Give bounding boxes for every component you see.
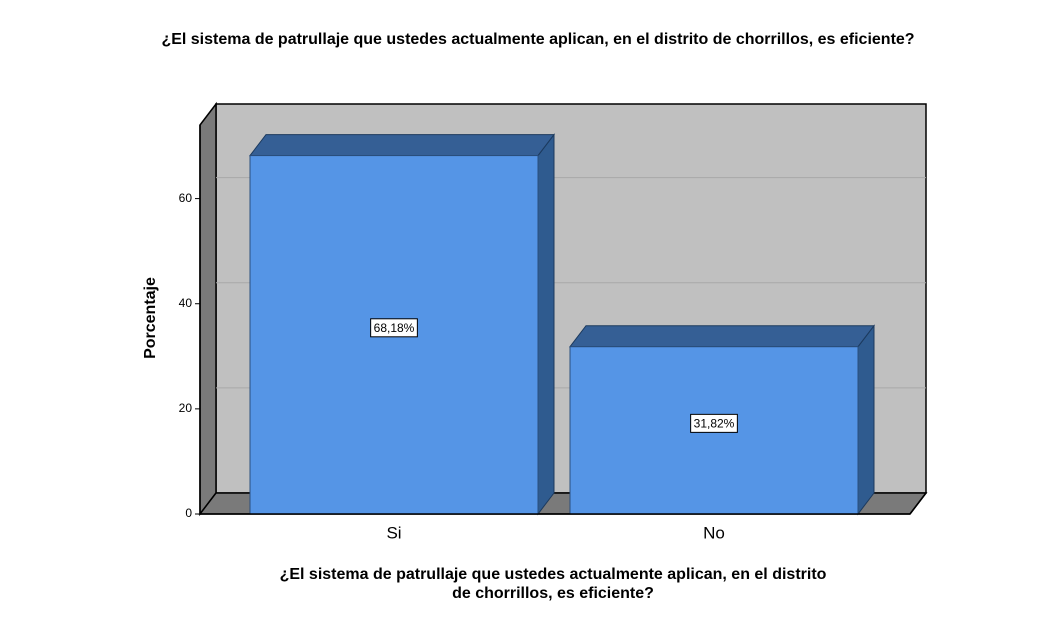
floor-edge	[909, 492, 927, 515]
bar-side	[857, 324, 875, 516]
value-label: 31,82%	[694, 417, 735, 431]
value-label: 68,18%	[374, 321, 415, 335]
x-axis-label: ¿El sistema de patrullaje que ustedes ac…	[280, 566, 827, 583]
value-label-box	[690, 413, 738, 433]
y-tick-label: 0	[185, 506, 192, 520]
left-wall	[199, 101, 217, 517]
bar-side	[537, 133, 555, 516]
value-label-box	[370, 318, 418, 338]
y-tick-label: 60	[179, 191, 193, 205]
y-axis-label: Porcentaje	[142, 277, 159, 359]
bar	[569, 346, 859, 515]
bar-top	[248, 134, 556, 157]
x-tick-label: No	[703, 523, 725, 542]
chart-title: ¿El sistema de patrullaje que ustedes ac…	[161, 31, 914, 48]
y-tick-label: 40	[179, 296, 193, 310]
bar-top	[568, 325, 876, 348]
x-axis-label: de chorrillos, es eficiente?	[452, 585, 654, 602]
y-tick-label: 20	[179, 401, 193, 415]
x-tick-label: Si	[386, 523, 401, 542]
